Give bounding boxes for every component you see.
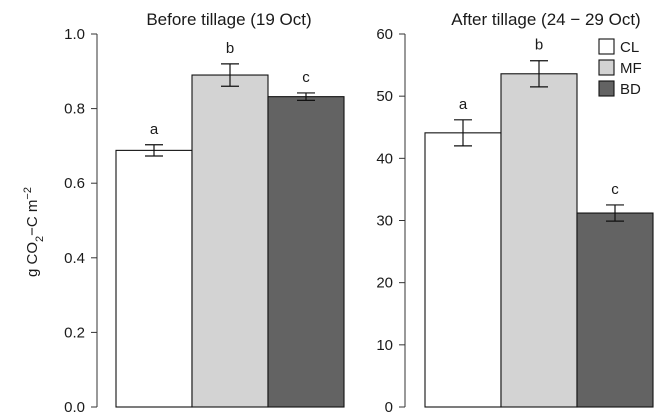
panel-title: After tillage (24 − 29 Oct)	[451, 10, 640, 29]
panel-after-tillage: After tillage (24 − 29 Oct) 0 10 20 30 40 50 60…	[376, 10, 654, 416]
y-tick-label: 0.2	[64, 324, 85, 341]
significance-letter: b	[226, 40, 234, 57]
y-tick-label: 10	[376, 337, 393, 354]
significance-letter: a	[459, 96, 468, 113]
legend-swatch	[598, 80, 615, 97]
significance-letter: a	[150, 121, 159, 138]
legend-label: CL	[620, 39, 639, 56]
y-axis-label: g CO2−C m−2	[22, 187, 46, 277]
significance-letter: b	[535, 37, 543, 54]
y-tick-label: 1.0	[64, 26, 85, 43]
y-tick-label: 0.0	[64, 399, 85, 416]
bar-cl	[424, 132, 502, 408]
y-tick-label: 0.6	[64, 175, 85, 192]
significance-letter: c	[611, 181, 619, 198]
legend-swatch	[598, 38, 615, 55]
legend-swatch	[598, 59, 615, 76]
y-tick-label: 60	[376, 26, 393, 43]
bar-bd	[267, 96, 345, 408]
panel-before-tillage: Before tillage (19 Oct) 0.0 0.2 0.4 0.6 0.8 1.…	[64, 10, 345, 416]
y-tick-label: 20	[376, 275, 393, 292]
y-tick-label: 0	[385, 399, 393, 416]
bar-cl	[115, 149, 193, 408]
y-tick-label: 0.8	[64, 101, 85, 118]
bar-mf	[191, 74, 269, 408]
y-tick-label: 0.4	[64, 250, 85, 267]
legend-label: MF	[620, 60, 642, 77]
y-tick-label: 50	[376, 88, 393, 105]
significance-letter: c	[302, 69, 310, 86]
bar-mf	[500, 73, 578, 408]
legend: CL MF BD	[598, 38, 642, 98]
y-tick-label: 30	[376, 213, 393, 230]
y-tick-label: 40	[376, 150, 393, 167]
bar-bd	[576, 212, 654, 408]
legend-label: BD	[620, 81, 641, 98]
panel-title: Before tillage (19 Oct)	[146, 10, 311, 29]
